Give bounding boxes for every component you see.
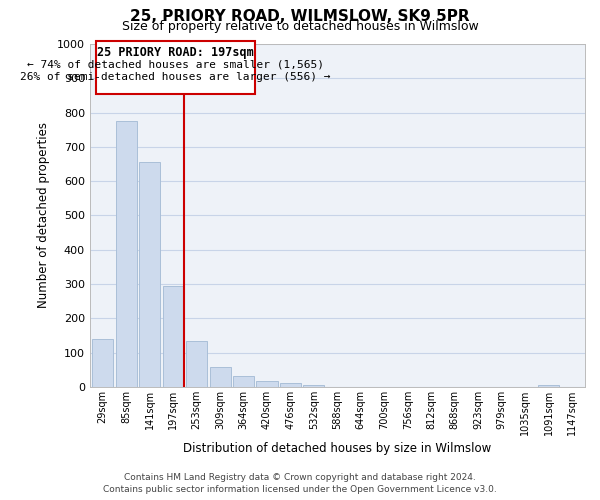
Bar	[186, 340, 207, 387]
Y-axis label: Number of detached properties: Number of detached properties	[37, 122, 50, 308]
Bar	[116, 121, 137, 387]
Bar	[139, 162, 160, 387]
Bar	[209, 368, 230, 387]
Bar	[92, 339, 113, 387]
Text: 25, PRIORY ROAD, WILMSLOW, SK9 5PR: 25, PRIORY ROAD, WILMSLOW, SK9 5PR	[130, 9, 470, 24]
Text: 26% of semi-detached houses are larger (556) →: 26% of semi-detached houses are larger (…	[20, 72, 331, 82]
Bar	[163, 286, 184, 387]
FancyBboxPatch shape	[95, 40, 255, 94]
Bar	[233, 376, 254, 387]
Bar	[280, 384, 301, 387]
Text: Size of property relative to detached houses in Wilmslow: Size of property relative to detached ho…	[122, 20, 478, 33]
X-axis label: Distribution of detached houses by size in Wilmslow: Distribution of detached houses by size …	[183, 442, 491, 455]
Bar	[256, 380, 278, 387]
Bar	[304, 385, 325, 387]
Bar	[538, 385, 559, 387]
Text: ← 74% of detached houses are smaller (1,565): ← 74% of detached houses are smaller (1,…	[27, 60, 324, 70]
Text: 25 PRIORY ROAD: 197sqm: 25 PRIORY ROAD: 197sqm	[97, 46, 254, 59]
Text: Contains HM Land Registry data © Crown copyright and database right 2024.
Contai: Contains HM Land Registry data © Crown c…	[103, 472, 497, 494]
